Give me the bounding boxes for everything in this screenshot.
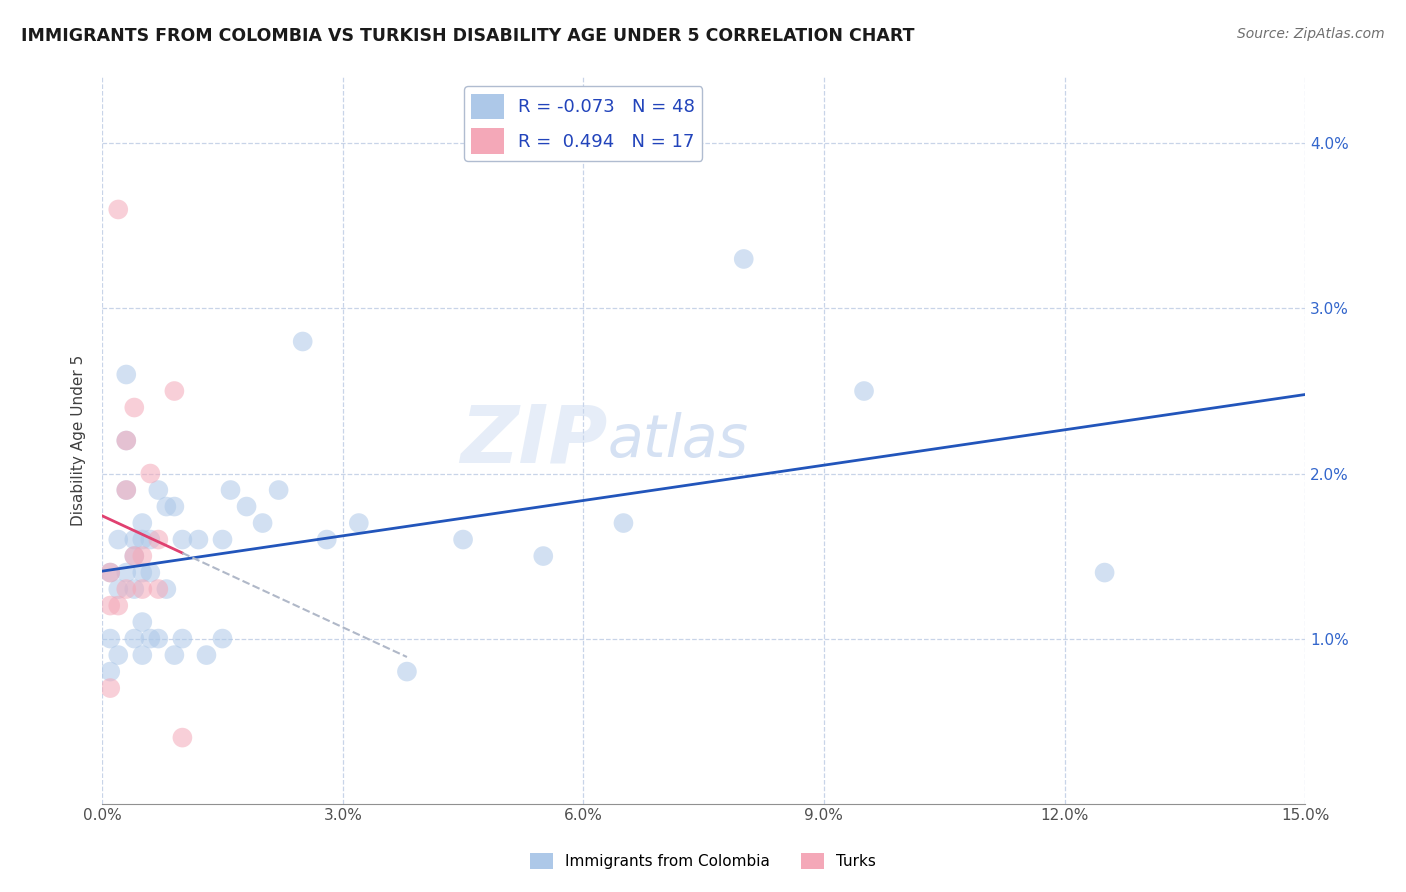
- Point: [98, 566, 121, 580]
- Point: [107, 648, 129, 662]
- Point: [115, 434, 138, 448]
- Point: [131, 648, 153, 662]
- Point: [148, 533, 170, 547]
- Point: [139, 632, 162, 646]
- Y-axis label: Disability Age Under 5: Disability Age Under 5: [72, 355, 86, 526]
- Point: [172, 632, 194, 646]
- Point: [195, 648, 218, 662]
- Point: [172, 533, 194, 547]
- Point: [115, 582, 138, 596]
- Point: [131, 615, 153, 629]
- Point: [115, 483, 138, 497]
- Point: [853, 384, 876, 398]
- Point: [235, 500, 257, 514]
- Text: atlas: atlas: [607, 412, 748, 469]
- Point: [98, 566, 121, 580]
- Point: [252, 516, 274, 530]
- Point: [148, 483, 170, 497]
- Point: [124, 549, 146, 563]
- Point: [733, 252, 755, 266]
- Point: [107, 599, 129, 613]
- Point: [131, 533, 153, 547]
- Legend: Immigrants from Colombia, Turks: Immigrants from Colombia, Turks: [524, 847, 882, 875]
- Point: [124, 549, 146, 563]
- Legend: R = -0.073   N = 48, R =  0.494   N = 17: R = -0.073 N = 48, R = 0.494 N = 17: [464, 87, 703, 161]
- Point: [187, 533, 209, 547]
- Point: [139, 533, 162, 547]
- Point: [155, 582, 177, 596]
- Point: [124, 632, 146, 646]
- Point: [291, 334, 314, 349]
- Point: [155, 500, 177, 514]
- Point: [131, 582, 153, 596]
- Point: [395, 665, 418, 679]
- Point: [531, 549, 554, 563]
- Point: [163, 384, 186, 398]
- Point: [115, 483, 138, 497]
- Point: [163, 500, 186, 514]
- Point: [148, 632, 170, 646]
- Point: [131, 549, 153, 563]
- Point: [98, 599, 121, 613]
- Text: Source: ZipAtlas.com: Source: ZipAtlas.com: [1237, 27, 1385, 41]
- Point: [131, 566, 153, 580]
- Point: [612, 516, 634, 530]
- Point: [163, 648, 186, 662]
- Point: [98, 681, 121, 695]
- Text: ZIP: ZIP: [460, 401, 607, 480]
- Text: IMMIGRANTS FROM COLOMBIA VS TURKISH DISABILITY AGE UNDER 5 CORRELATION CHART: IMMIGRANTS FROM COLOMBIA VS TURKISH DISA…: [21, 27, 914, 45]
- Point: [139, 467, 162, 481]
- Point: [124, 582, 146, 596]
- Point: [315, 533, 337, 547]
- Point: [1094, 566, 1116, 580]
- Point: [98, 632, 121, 646]
- Point: [347, 516, 370, 530]
- Point: [148, 582, 170, 596]
- Point: [172, 731, 194, 745]
- Point: [219, 483, 242, 497]
- Point: [131, 516, 153, 530]
- Point: [107, 582, 129, 596]
- Point: [211, 632, 233, 646]
- Point: [107, 533, 129, 547]
- Point: [211, 533, 233, 547]
- Point: [124, 533, 146, 547]
- Point: [267, 483, 290, 497]
- Point: [115, 434, 138, 448]
- Point: [115, 566, 138, 580]
- Point: [107, 202, 129, 217]
- Point: [115, 368, 138, 382]
- Point: [124, 401, 146, 415]
- Point: [451, 533, 474, 547]
- Point: [98, 665, 121, 679]
- Point: [139, 566, 162, 580]
